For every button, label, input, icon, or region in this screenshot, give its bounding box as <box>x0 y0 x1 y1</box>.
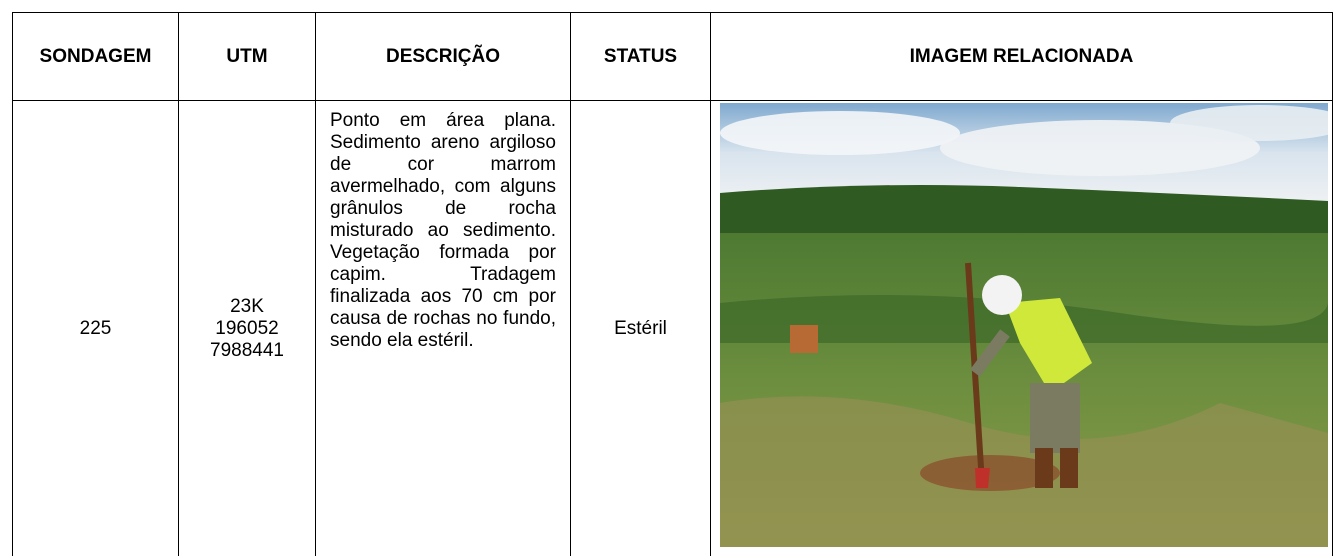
sondagem-cell: 225 <box>13 101 179 556</box>
header-row: SONDAGEM UTM DESCRIÇÃO STATUS IMAGEM REL… <box>13 13 1333 101</box>
status-cell: Estéril <box>571 101 711 556</box>
header-cell: DESCRIÇÃO <box>316 13 571 101</box>
description-cell: Ponto em área plana. Sedimento areno arg… <box>316 101 571 556</box>
data-row: 225 23K 196052 7988441 Ponto em área pla… <box>13 101 1333 556</box>
image-cell <box>711 101 1333 556</box>
utm-line: 23K <box>179 296 315 318</box>
header-cell: STATUS <box>571 13 711 101</box>
header-cell: IMAGEM RELACIONADA <box>711 13 1333 101</box>
field-photo <box>720 103 1328 547</box>
header-cell: UTM <box>179 13 316 101</box>
header-cell: SONDAGEM <box>13 13 179 101</box>
utm-line: 7988441 <box>179 340 315 362</box>
utm-line: 196052 <box>179 318 315 340</box>
survey-table: SONDAGEM UTM DESCRIÇÃO STATUS IMAGEM REL… <box>12 12 1333 556</box>
utm-cell: 23K 196052 7988441 <box>179 101 316 556</box>
